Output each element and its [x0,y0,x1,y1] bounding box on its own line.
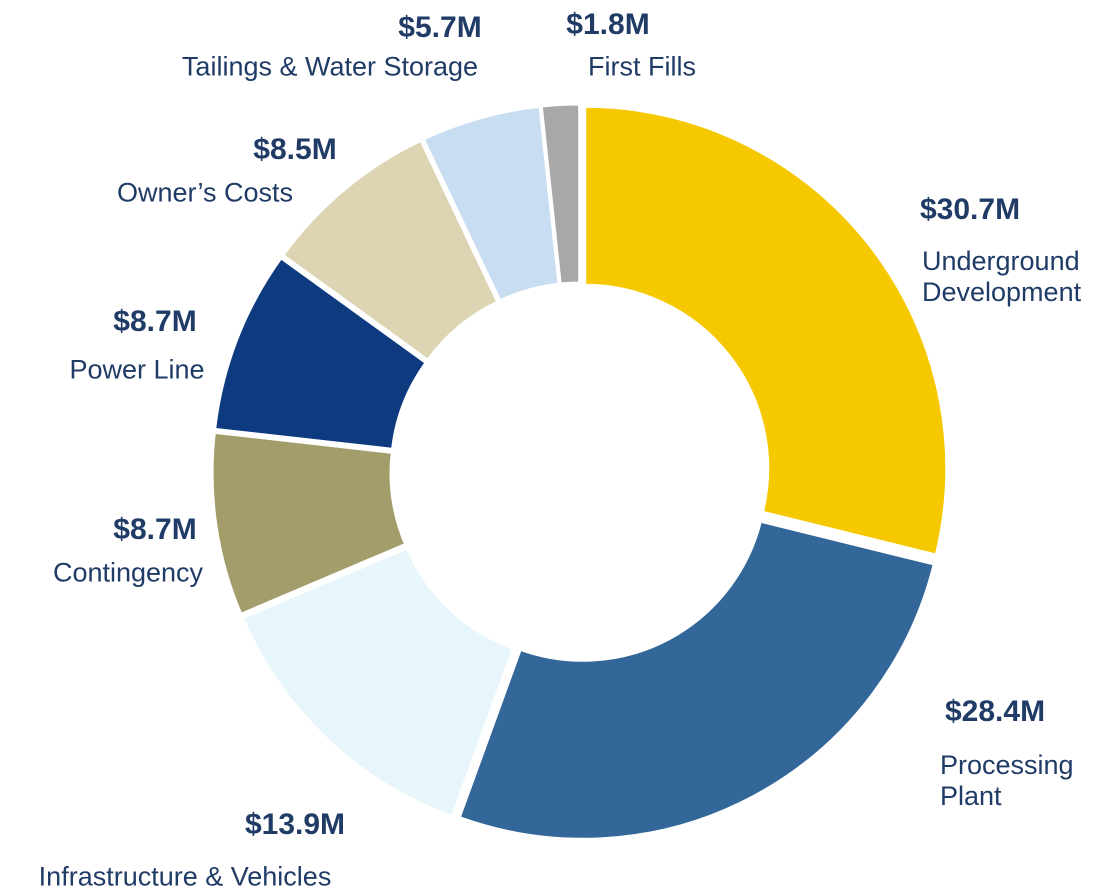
category-label: Power Line [69,354,205,385]
category-label: First Fills [588,51,696,82]
value-label: $5.7M [398,10,482,44]
category-label: Processing Plant [940,749,1074,811]
donut-slice [240,545,516,819]
value-label: $13.9M [244,807,346,841]
donut-slice [213,255,429,452]
donut-slice [539,102,582,286]
donut-slice [583,104,949,557]
value-label: $30.7M [920,192,1021,226]
donut-slice [457,519,937,841]
value-label: $8.7M [113,512,197,546]
value-label: $1.8M [566,7,650,41]
category-label: Contingency [52,557,204,588]
category-label: Owner’s Costs [116,177,294,208]
category-label: Underground Development [922,245,1082,307]
value-label: $8.5M [253,132,337,166]
value-label: $28.4M [945,694,1046,728]
category-label: Tailings & Water Storage [181,51,479,82]
value-label: $8.7M [113,304,197,338]
category-label: Infrastructure & Vehicles [38,861,332,892]
donut-slice [210,430,408,617]
donut-slice [280,138,500,363]
